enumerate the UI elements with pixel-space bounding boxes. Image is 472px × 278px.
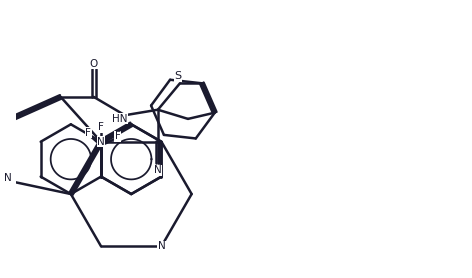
Text: O: O [90, 59, 98, 69]
Text: HN: HN [111, 114, 127, 124]
Text: F: F [115, 131, 120, 141]
Text: F: F [85, 128, 91, 138]
Text: N: N [158, 241, 165, 251]
Text: N: N [154, 165, 162, 175]
Text: N: N [97, 137, 105, 147]
Text: N: N [4, 173, 12, 183]
Text: F: F [98, 122, 104, 132]
Text: S: S [175, 71, 182, 81]
